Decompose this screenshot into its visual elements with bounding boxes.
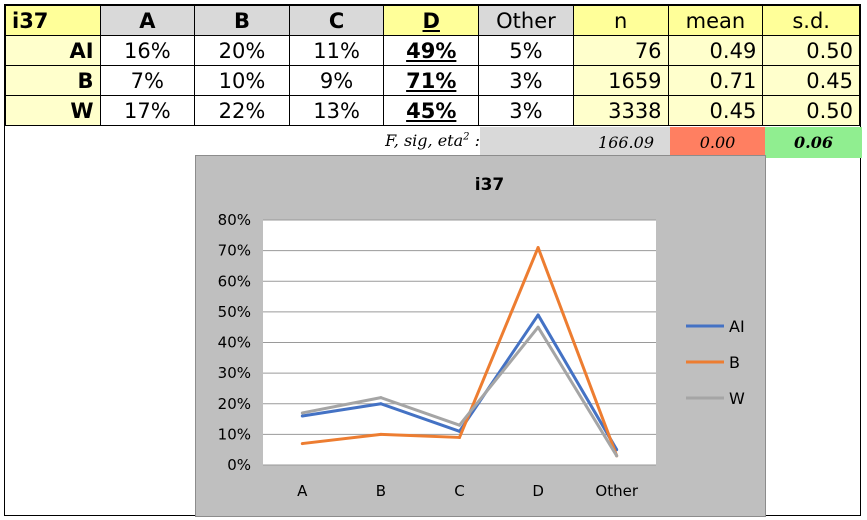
y-tick-label: 80%: [218, 211, 251, 229]
y-tick-label: 10%: [218, 425, 251, 443]
line-chart[interactable]: i37 0% 10% 20% 30% 40% 50% 60% 70% 80% A B C D Other AI…: [195, 155, 766, 517]
data-point-ai: [536, 313, 540, 317]
legend-label-b: B: [729, 353, 740, 372]
y-tick-label: 60%: [218, 272, 251, 290]
table-cell[interactable]: 3%: [478, 65, 574, 96]
table-cell[interactable]: 0.45: [762, 65, 860, 96]
y-tick-label: 20%: [218, 395, 251, 413]
table-cell[interactable]: 13%: [288, 95, 385, 126]
table-cell[interactable]: 16%: [99, 35, 196, 66]
spreadsheet-area: i37 A B C D Other n mean s.d. AI 16% 20%…: [4, 4, 862, 517]
y-tick-label: 30%: [218, 364, 251, 382]
table-cell[interactable]: 71%: [383, 65, 480, 96]
y-tick-label: 40%: [218, 334, 251, 352]
data-point-b: [379, 432, 383, 436]
stats-label: F, sig, eta2 :: [385, 131, 480, 150]
x-tick-label: A: [297, 482, 308, 500]
y-tick-label: 0%: [227, 456, 251, 474]
table-cell[interactable]: 5%: [478, 35, 574, 66]
table-cell[interactable]: 9%: [288, 65, 385, 96]
col-header-b[interactable]: B: [194, 5, 290, 36]
table-cell[interactable]: 11%: [288, 35, 385, 66]
data-point-w: [379, 396, 383, 400]
header-row: i37 A B C D Other n mean s.d.: [5, 5, 860, 36]
table-cell[interactable]: 0.71: [667, 65, 764, 96]
data-point-w: [300, 411, 304, 415]
table-corner-label[interactable]: i37: [5, 5, 101, 36]
x-tick-label: Other: [595, 482, 638, 500]
f-statistic-cell[interactable]: 166.09: [480, 127, 670, 158]
col-header-sd[interactable]: s.d.: [762, 5, 860, 36]
col-header-a[interactable]: A: [99, 5, 196, 36]
y-tick-label: 50%: [218, 303, 251, 321]
data-point-w: [458, 423, 461, 427]
col-header-n[interactable]: n: [572, 5, 669, 36]
x-tick-label: D: [532, 482, 544, 500]
data-point-b: [300, 442, 304, 446]
stats-label-text: F, sig, eta: [385, 131, 464, 150]
table-cell[interactable]: 0.49: [667, 35, 764, 66]
col-header-other[interactable]: Other: [478, 5, 574, 36]
chart-title: i37: [475, 175, 504, 195]
y-tick-label: 70%: [218, 242, 251, 260]
col-header-c[interactable]: C: [288, 5, 385, 36]
table-row: B 7% 10% 9% 71% 3% 1659 0.71 0.45: [5, 65, 860, 96]
data-point-b: [458, 435, 461, 439]
results-table: i37 A B C D Other n mean s.d. AI 16% 20%…: [5, 5, 860, 126]
x-tick-label: C: [454, 482, 464, 500]
data-point-w: [536, 325, 540, 329]
stats-label-superscript: 2: [463, 131, 470, 143]
row-label-ai[interactable]: AI: [5, 35, 101, 66]
table-cell[interactable]: 22%: [194, 95, 290, 126]
data-point-ai: [379, 402, 383, 406]
x-tick-label: B: [376, 482, 386, 500]
table-cell[interactable]: 1659: [572, 65, 669, 96]
row-label-w[interactable]: W: [5, 95, 101, 126]
data-point-b: [536, 246, 540, 250]
table-cell[interactable]: 76: [572, 35, 669, 66]
table-cell[interactable]: 20%: [194, 35, 290, 66]
legend-label-w: W: [729, 389, 745, 408]
data-point-ai: [300, 414, 304, 418]
table-cell[interactable]: 7%: [99, 65, 196, 96]
table-row: W 17% 22% 13% 45% 3% 3338 0.45 0.50: [5, 95, 860, 126]
table-cell[interactable]: 49%: [383, 35, 480, 66]
table-row: AI 16% 20% 11% 49% 5% 76 0.49 0.50: [5, 35, 860, 66]
data-point-w: [615, 454, 619, 458]
table-cell[interactable]: 3338: [572, 95, 669, 126]
table-cell[interactable]: 17%: [99, 95, 196, 126]
table-cell[interactable]: 0.45: [667, 95, 764, 126]
row-label-b[interactable]: B: [5, 65, 101, 96]
table-cell[interactable]: 10%: [194, 65, 290, 96]
table-cell[interactable]: 0.50: [762, 35, 860, 66]
chart-canvas: i37 0% 10% 20% 30% 40% 50% 60% 70% 80% A B C D Other AI…: [218, 175, 745, 500]
legend-label-ai: AI: [729, 317, 745, 336]
col-header-mean[interactable]: mean: [667, 5, 764, 36]
table-cell[interactable]: 3%: [478, 95, 574, 126]
stats-row: F, sig, eta2 : 166.09 0.00 0.06: [5, 127, 862, 158]
significance-cell[interactable]: 0.00: [670, 127, 765, 158]
col-header-d[interactable]: D: [383, 5, 480, 36]
table-cell[interactable]: 45%: [383, 95, 480, 126]
table-cell[interactable]: 0.50: [762, 95, 860, 126]
eta-squared-cell[interactable]: 0.06: [765, 127, 862, 158]
stats-label-suffix: :: [469, 131, 480, 150]
